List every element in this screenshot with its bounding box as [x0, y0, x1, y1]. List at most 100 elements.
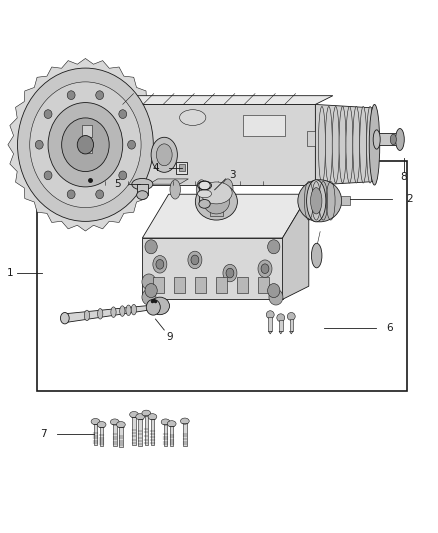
- Bar: [153, 278, 164, 293]
- Text: 8: 8: [400, 172, 407, 182]
- Bar: [290, 319, 293, 332]
- Ellipse shape: [390, 134, 396, 145]
- Text: 7: 7: [39, 429, 46, 439]
- Bar: [137, 184, 148, 195]
- Ellipse shape: [111, 307, 116, 318]
- Ellipse shape: [396, 128, 404, 150]
- Ellipse shape: [67, 91, 75, 100]
- Ellipse shape: [311, 243, 322, 268]
- Ellipse shape: [77, 135, 94, 154]
- Ellipse shape: [151, 138, 177, 172]
- Ellipse shape: [127, 140, 135, 149]
- Ellipse shape: [223, 264, 237, 282]
- Ellipse shape: [318, 107, 325, 183]
- Ellipse shape: [96, 91, 104, 100]
- Bar: [132, 417, 136, 445]
- Text: 4: 4: [152, 163, 159, 173]
- Bar: [145, 415, 148, 445]
- Ellipse shape: [136, 414, 145, 420]
- Ellipse shape: [62, 118, 109, 172]
- Ellipse shape: [96, 190, 104, 199]
- Polygon shape: [64, 305, 154, 322]
- Ellipse shape: [195, 183, 237, 220]
- Ellipse shape: [156, 260, 164, 269]
- Bar: [179, 165, 185, 172]
- Ellipse shape: [269, 289, 283, 305]
- Ellipse shape: [199, 181, 210, 190]
- Ellipse shape: [35, 140, 43, 149]
- Bar: [94, 424, 97, 445]
- Bar: [243, 115, 285, 136]
- Ellipse shape: [346, 107, 353, 183]
- Ellipse shape: [156, 144, 172, 166]
- Ellipse shape: [67, 190, 75, 199]
- Ellipse shape: [161, 419, 170, 425]
- Ellipse shape: [268, 284, 280, 297]
- Bar: [183, 423, 187, 446]
- Ellipse shape: [325, 107, 332, 183]
- Ellipse shape: [307, 180, 326, 222]
- Ellipse shape: [287, 312, 295, 320]
- Text: 2: 2: [406, 193, 413, 204]
- Polygon shape: [142, 238, 283, 300]
- Ellipse shape: [277, 314, 285, 322]
- Ellipse shape: [142, 274, 156, 290]
- Polygon shape: [268, 332, 272, 334]
- Bar: [237, 278, 248, 293]
- Text: 6: 6: [386, 323, 393, 333]
- Ellipse shape: [199, 199, 210, 208]
- Bar: [113, 424, 117, 446]
- Ellipse shape: [132, 179, 153, 190]
- Text: 1: 1: [6, 268, 13, 278]
- Ellipse shape: [298, 180, 342, 222]
- Ellipse shape: [203, 189, 230, 214]
- Ellipse shape: [261, 264, 269, 273]
- Bar: [195, 278, 206, 293]
- Polygon shape: [149, 179, 188, 184]
- Ellipse shape: [119, 171, 127, 180]
- Polygon shape: [8, 59, 163, 231]
- Bar: [268, 317, 272, 332]
- Ellipse shape: [353, 107, 360, 183]
- Ellipse shape: [180, 418, 189, 424]
- Ellipse shape: [339, 107, 346, 183]
- Ellipse shape: [119, 110, 127, 118]
- Ellipse shape: [44, 110, 52, 118]
- Ellipse shape: [44, 171, 52, 180]
- Ellipse shape: [117, 422, 125, 427]
- Ellipse shape: [198, 190, 212, 198]
- Ellipse shape: [142, 289, 156, 305]
- Bar: [82, 125, 92, 138]
- Ellipse shape: [226, 268, 234, 278]
- Ellipse shape: [268, 240, 280, 254]
- Ellipse shape: [373, 130, 380, 149]
- Ellipse shape: [201, 182, 232, 204]
- Text: 5: 5: [114, 179, 121, 189]
- Ellipse shape: [332, 107, 339, 183]
- Bar: [37, 161, 407, 391]
- Ellipse shape: [360, 107, 367, 183]
- Ellipse shape: [120, 306, 125, 316]
- Bar: [199, 185, 210, 204]
- Ellipse shape: [98, 309, 103, 319]
- Ellipse shape: [60, 312, 69, 324]
- Polygon shape: [283, 194, 309, 300]
- Bar: [216, 278, 227, 293]
- Ellipse shape: [180, 110, 206, 125]
- Ellipse shape: [188, 251, 202, 269]
- Ellipse shape: [145, 240, 157, 254]
- Ellipse shape: [258, 260, 272, 278]
- Bar: [258, 278, 269, 293]
- Ellipse shape: [137, 191, 148, 199]
- Ellipse shape: [196, 180, 207, 199]
- Ellipse shape: [142, 410, 151, 416]
- Bar: [100, 427, 103, 446]
- Ellipse shape: [110, 419, 119, 425]
- Polygon shape: [315, 104, 374, 185]
- Bar: [307, 131, 315, 146]
- Polygon shape: [83, 104, 315, 185]
- Ellipse shape: [369, 104, 380, 185]
- Bar: [341, 197, 350, 205]
- Ellipse shape: [266, 311, 274, 319]
- Bar: [174, 278, 185, 293]
